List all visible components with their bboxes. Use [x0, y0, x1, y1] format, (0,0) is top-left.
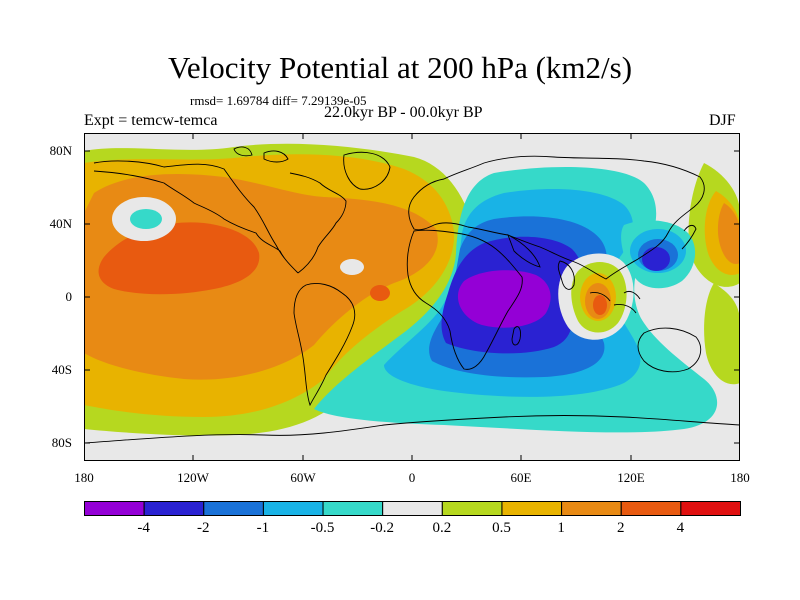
colorbar-label: -4: [137, 520, 150, 536]
x-tick-label: 120E: [617, 470, 645, 485]
colorbar-swatch: [441, 501, 503, 516]
x-tick-label: 180: [730, 470, 750, 485]
colorbar-label: -2: [197, 520, 210, 536]
coastlines: [84, 146, 740, 444]
colorbar-swatch: [84, 501, 145, 516]
x-tick-label: 60E: [510, 470, 532, 485]
colorbar-label: -0.2: [370, 520, 395, 536]
y-tick-label: 40N: [49, 216, 72, 231]
colorbar-label: 4: [676, 520, 685, 536]
colorbar-swatch: [322, 501, 384, 516]
colorbar-label: 1: [557, 520, 565, 536]
colorbar-label: -0.5: [310, 520, 335, 536]
colorbar-swatch: [143, 501, 205, 516]
period-label: 22.0kyr BP - 00.0kyr BP: [324, 104, 483, 121]
colorbar-label: -1: [256, 520, 270, 536]
colorbar-swatch: [382, 501, 443, 516]
y-tick-label: 80N: [49, 143, 72, 158]
colorbar-swatch: [680, 501, 741, 516]
colorbar-label: 2: [616, 520, 625, 536]
colorbar-swatch: [561, 501, 622, 516]
axis-ticks: [84, 133, 740, 461]
map-title: Velocity Potential at 200 hPa (km2/s): [167, 50, 633, 85]
x-tick-label: 180: [74, 470, 94, 485]
field-wpacific-core: [642, 247, 670, 271]
colorbar-swatch: [262, 501, 324, 516]
colorbar-label: 0.2: [432, 520, 452, 536]
field-lower-right-positive: [704, 283, 740, 385]
x-tick-label: 0: [408, 470, 416, 485]
colorbar-label: 0.5: [492, 520, 511, 536]
y-tick-label: 0: [65, 289, 73, 304]
field-east-pacific-high: [717, 203, 740, 265]
field-npacific-core: [130, 209, 162, 229]
season-label: DJF: [709, 112, 736, 129]
colorbar-swatch: [620, 501, 682, 516]
y-tick-label: 40S: [51, 362, 72, 377]
colorbar-swatch: [203, 501, 264, 516]
field-maritime-core: [593, 295, 607, 315]
x-tick-label: 120W: [177, 470, 209, 485]
colorbar-swatch: [501, 501, 563, 516]
y-tick-label: 80S: [51, 435, 72, 450]
colorbar: [84, 501, 741, 516]
field-negative-extreme: [457, 270, 551, 328]
x-tick-label: 60W: [290, 470, 316, 485]
stats-text: rmsd= 1.69784 diff= 7.29139e-05: [190, 93, 367, 108]
experiment-label: Expt = temcw-temca: [84, 112, 218, 129]
velocity-potential-map: [84, 133, 740, 461]
field-atlantic-low: [340, 259, 364, 275]
field-positive-atlantic-spot: [370, 285, 390, 301]
